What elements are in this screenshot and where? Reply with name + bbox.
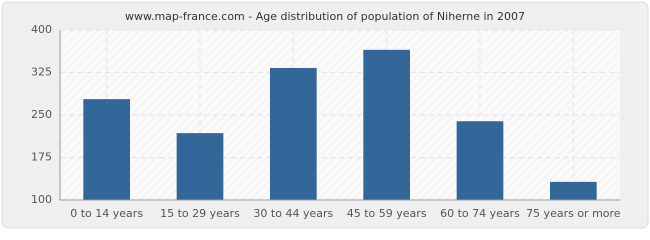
chart: www.map-france.com - Age distribution of… [1,1,649,229]
x-tick-label: 15 to 29 years [160,207,240,220]
y-tick-label: 100 [31,193,52,206]
bar [550,181,597,200]
bar [270,67,317,200]
y-tick-label: 325 [31,66,52,79]
chart-title: www.map-france.com - Age distribution of… [125,10,525,23]
x-tick-label: 60 to 74 years [440,207,520,220]
x-tick-label: 0 to 14 years [70,207,143,220]
page: {"chart_data": {"type": "bar", "title": … [1,1,649,229]
x-tick-label: 75 years or more [526,207,621,220]
bar [83,99,130,200]
bar [176,133,224,200]
y-tick-label: 175 [31,151,52,164]
x-tick-label: 30 to 44 years [253,207,333,220]
bar [363,49,410,201]
y-tick-label: 250 [31,108,52,121]
bar [456,121,504,200]
x-tick-label: 45 to 59 years [347,207,427,220]
y-tick-label: 400 [31,23,52,36]
